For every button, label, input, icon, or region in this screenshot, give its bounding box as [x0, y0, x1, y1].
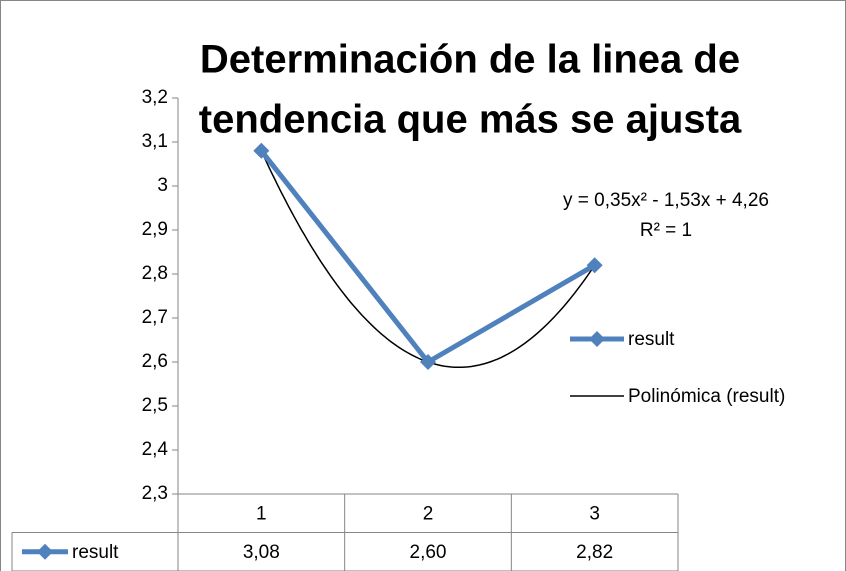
x-tick-label: 3: [589, 503, 600, 524]
chart-title: tendencia que más se ajusta: [199, 98, 742, 142]
table-value: 3,08: [243, 542, 280, 563]
y-tick-label: 2,5: [142, 395, 168, 416]
marker: [253, 142, 270, 159]
marker: [420, 354, 436, 370]
y-tick-label: 2,6: [142, 351, 168, 372]
y-tick-label: 3,2: [142, 87, 168, 108]
table-series-name: result: [72, 542, 119, 563]
trendline-equation: y = 0,35x² - 1,53x + 4,26: [563, 190, 769, 211]
x-tick-label: 2: [423, 503, 434, 524]
y-tick-label: 3: [157, 175, 168, 196]
x-tick-label: 1: [256, 503, 267, 524]
y-tick-label: 2,9: [142, 219, 168, 240]
table-value: 2,60: [410, 542, 447, 563]
y-tick-label: 3,1: [142, 131, 168, 152]
table-value: 2,82: [576, 542, 613, 563]
y-tick-label: 2,7: [142, 307, 168, 328]
marker: [586, 257, 603, 274]
table-key-marker: [37, 543, 53, 560]
y-tick-label: 2,8: [142, 263, 168, 284]
y-tick-label: 2,4: [142, 439, 169, 460]
legend-label: result: [628, 329, 675, 350]
chart-title: Determinación de la linea de: [200, 38, 740, 82]
legend-marker: [589, 331, 605, 347]
y-tick-label: 2,3: [142, 483, 168, 504]
legend-label: Polinómica (result): [628, 386, 785, 407]
trendline-r-squared: R² = 1: [640, 220, 692, 241]
